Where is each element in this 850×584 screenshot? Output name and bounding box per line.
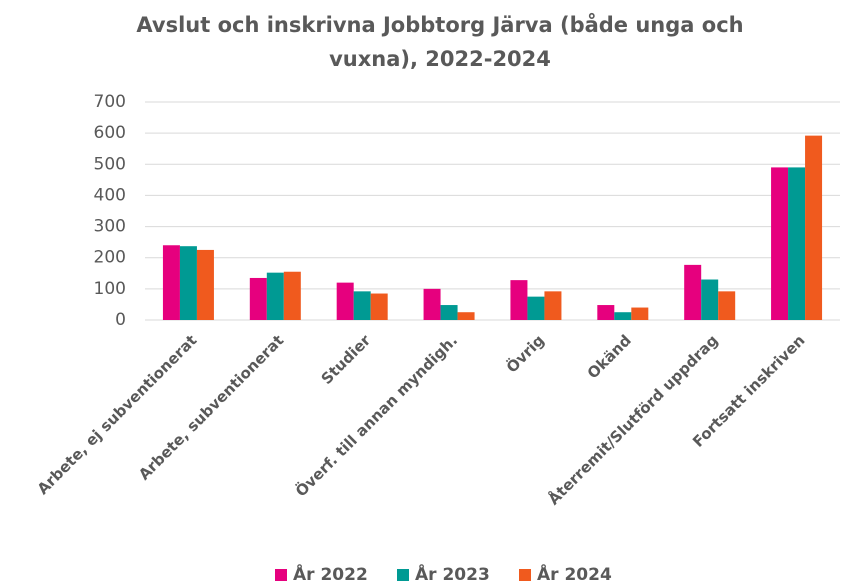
bar bbox=[597, 305, 615, 320]
bar bbox=[162, 245, 180, 320]
legend-label: År 2024 bbox=[537, 562, 612, 584]
bar bbox=[771, 167, 789, 320]
bar bbox=[266, 272, 284, 320]
legend-swatch bbox=[275, 569, 287, 581]
bar bbox=[179, 246, 197, 320]
bar bbox=[614, 312, 632, 320]
bar bbox=[457, 312, 475, 320]
y-tick-label: 600 bbox=[94, 123, 126, 143]
y-tick-label: 100 bbox=[94, 279, 126, 299]
bar bbox=[718, 291, 736, 320]
bar bbox=[527, 296, 545, 320]
bar bbox=[423, 288, 441, 320]
bar bbox=[353, 291, 371, 320]
y-tick-label: 0 bbox=[115, 310, 126, 330]
bar bbox=[805, 135, 823, 320]
bar bbox=[370, 293, 388, 320]
legend-label: År 2023 bbox=[415, 562, 490, 584]
bar bbox=[336, 282, 354, 320]
bar bbox=[440, 305, 458, 320]
bar bbox=[788, 167, 806, 320]
x-tick-label: Överf. till annan myndigh. bbox=[291, 331, 461, 501]
chart-title: Avslut och inskrivna Jobbtorg Järva (båd… bbox=[136, 13, 744, 71]
y-tick-label: 300 bbox=[94, 217, 126, 237]
x-tick-label: Arbete, subventionerat bbox=[135, 331, 287, 483]
bar bbox=[249, 277, 267, 320]
legend-label: År 2022 bbox=[293, 562, 368, 584]
x-tick-label: Återremit/Slutförd uppdrag bbox=[544, 331, 722, 509]
bar bbox=[544, 291, 562, 320]
x-tick-label: Okänd bbox=[584, 331, 635, 382]
y-tick-label: 500 bbox=[94, 154, 126, 174]
bar bbox=[283, 271, 301, 320]
x-tick-label: Arbete, ej subventionerat bbox=[34, 331, 201, 498]
legend-swatch bbox=[397, 569, 409, 581]
y-tick-label: 200 bbox=[94, 248, 126, 268]
y-tick-label: 400 bbox=[94, 185, 126, 205]
x-tick-label: Studier bbox=[318, 331, 375, 388]
bar bbox=[684, 264, 702, 320]
bar bbox=[701, 279, 719, 320]
bar bbox=[196, 249, 214, 320]
legend-swatch bbox=[519, 569, 531, 581]
y-tick-label: 700 bbox=[94, 92, 126, 112]
bar bbox=[631, 307, 649, 320]
x-tick-label: Övrig bbox=[502, 331, 548, 377]
bar bbox=[510, 280, 528, 320]
